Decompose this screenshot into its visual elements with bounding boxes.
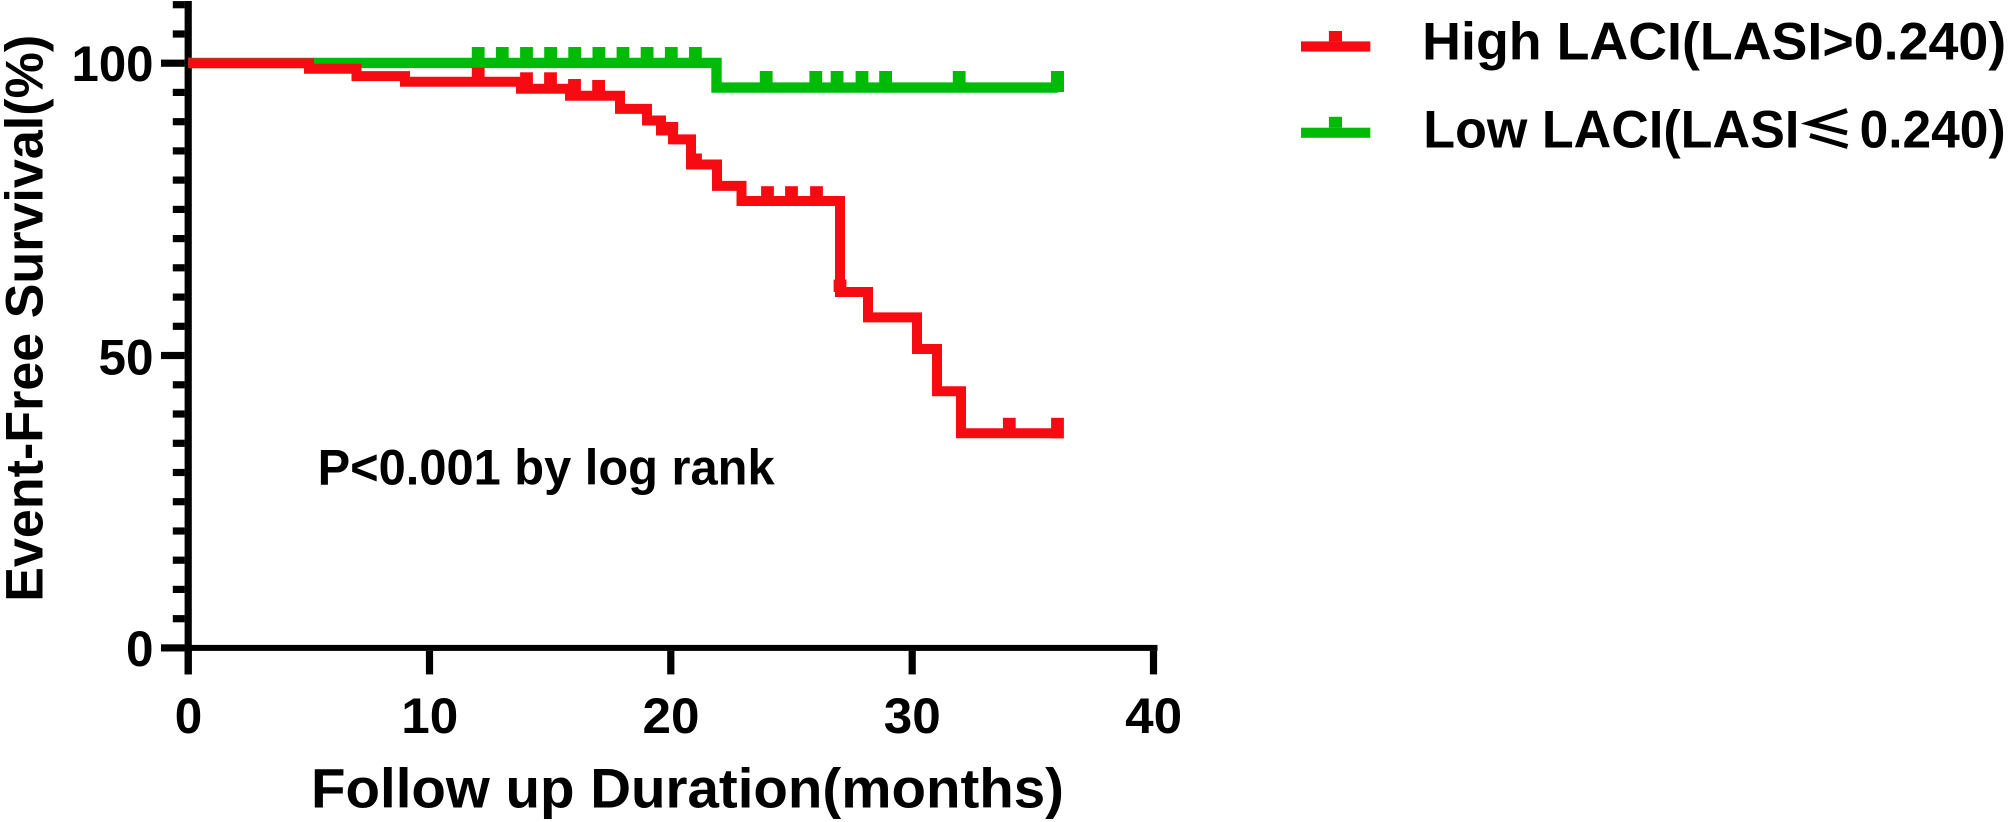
svg-text:0: 0: [126, 621, 154, 677]
svg-text:40: 40: [1125, 688, 1182, 744]
svg-text:High LACI(LASI>0.240): High LACI(LASI>0.240): [1422, 13, 2006, 72]
svg-text:100: 100: [72, 36, 154, 92]
svg-text:0.240): 0.240): [1860, 101, 2006, 160]
svg-text:0: 0: [175, 688, 203, 744]
svg-text:Follow up Duration(months): Follow up Duration(months): [311, 757, 1064, 820]
svg-text:20: 20: [643, 688, 700, 744]
svg-text:Low LACI(LASI: Low LACI(LASI: [1423, 101, 1799, 160]
svg-text:50: 50: [99, 330, 154, 386]
svg-text:Event-Free Survival(%): Event-Free Survival(%): [0, 35, 54, 602]
svg-text:10: 10: [401, 688, 458, 744]
svg-text:30: 30: [884, 688, 941, 744]
svg-text:P<0.001 by log rank: P<0.001 by log rank: [318, 440, 775, 496]
